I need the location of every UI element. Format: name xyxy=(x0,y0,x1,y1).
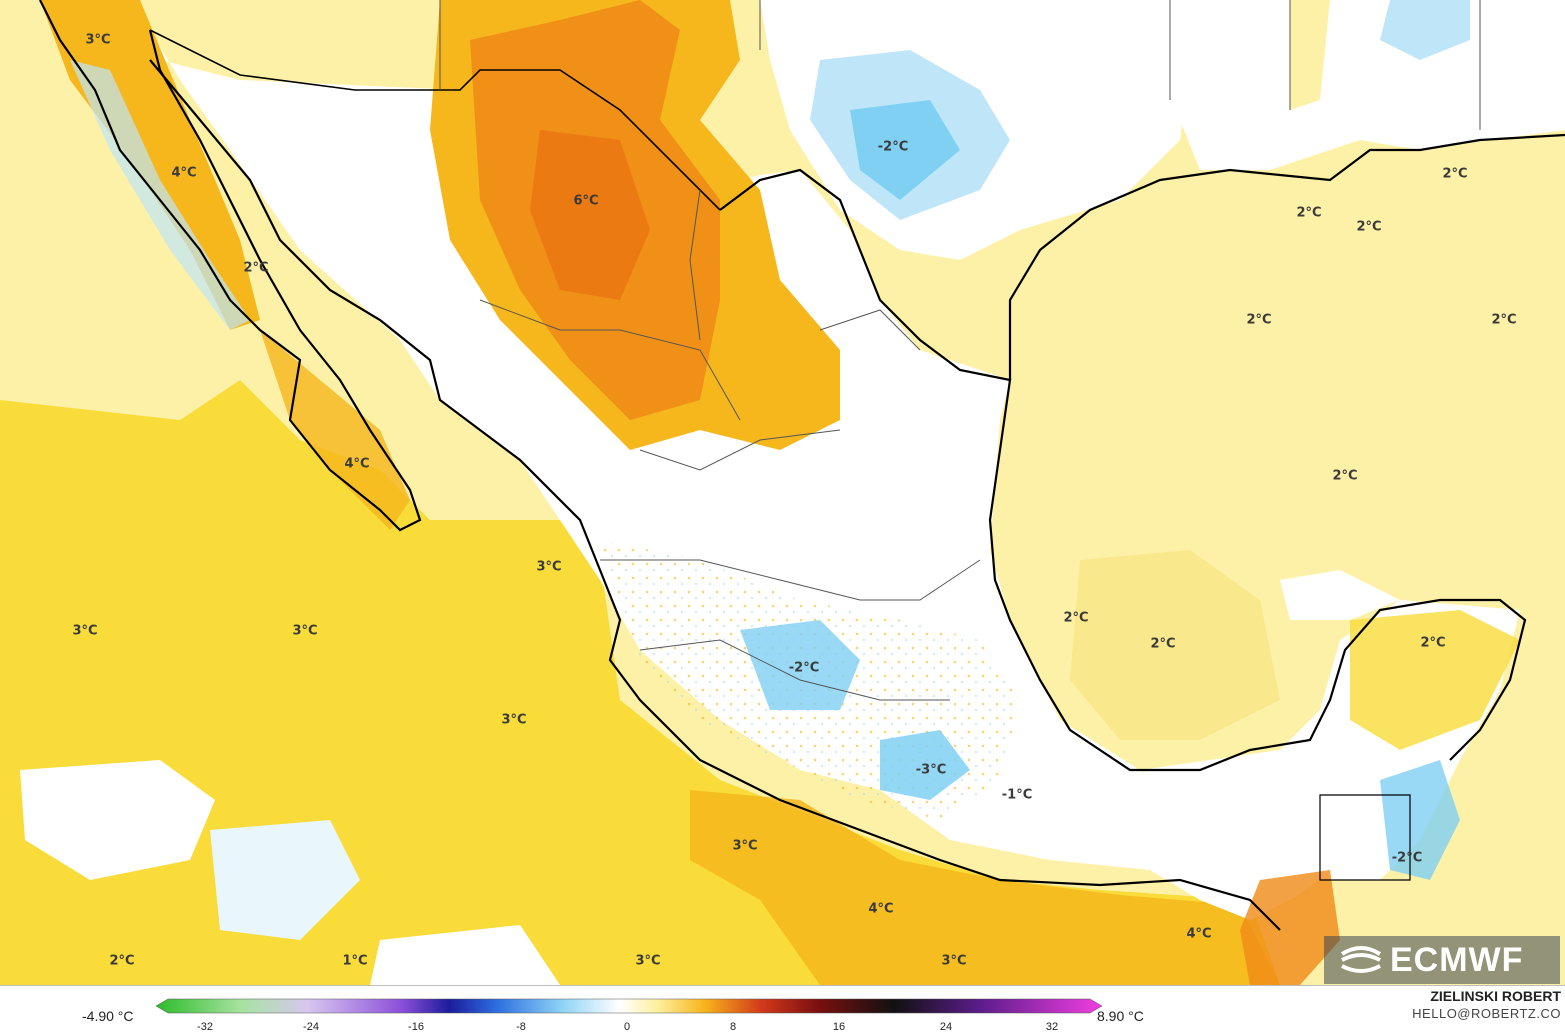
temp-label: 2°C xyxy=(1332,468,1358,484)
legend-tick: 0 xyxy=(623,1021,631,1033)
gulf-coastline xyxy=(719,168,1527,772)
temp-label: -2°C xyxy=(788,660,820,676)
temp-label: -3°C xyxy=(915,762,947,778)
temp-label: -2°C xyxy=(877,139,909,155)
legend-footer: -4.90 °C -32 -24 -16 - xyxy=(0,985,1565,1036)
white-patch xyxy=(20,760,215,880)
temp-label: 2°C xyxy=(243,260,269,276)
gulf-white-patch xyxy=(1280,570,1400,620)
legend-tick: 8 xyxy=(729,1021,737,1033)
temp-label: 1°C xyxy=(342,953,368,969)
cool-patch xyxy=(210,820,360,940)
us-mexico-border xyxy=(149,29,721,211)
white-patch xyxy=(370,925,560,985)
mainland-west-coastline xyxy=(149,59,1281,931)
us-gulf-coastline xyxy=(1008,133,1565,380)
yucatan-warm xyxy=(1350,610,1520,750)
temp-label: 2°C xyxy=(1246,312,1272,328)
temp-label: 2°C xyxy=(1063,610,1089,626)
north-hot-core xyxy=(530,130,650,300)
ecmwf-logo: ECMWF xyxy=(1324,936,1560,984)
legend-tick: 16 xyxy=(832,1021,846,1033)
temp-label: 2°C xyxy=(1420,635,1446,651)
us-south-white xyxy=(1170,0,1565,170)
temp-label: 3°C xyxy=(85,32,111,48)
south-amber xyxy=(690,790,1280,985)
state-borders xyxy=(439,0,1481,701)
legend-tick: 24 xyxy=(939,1021,953,1033)
legend-min-value: -4.90 °C xyxy=(82,1008,134,1024)
author-name: ZIELINSKI ROBERT xyxy=(1430,988,1561,1004)
baja-coastline xyxy=(39,0,422,532)
temp-label: 2°C xyxy=(1150,636,1176,652)
author-email: HELLO@ROBERTZ.CO xyxy=(1412,1006,1561,1021)
temp-label: -1°C xyxy=(1001,787,1033,803)
temp-label: 2°C xyxy=(109,953,135,969)
temp-label: -2°C xyxy=(1391,850,1423,866)
texas-cold-core xyxy=(850,100,960,200)
temp-label: 4°C xyxy=(344,456,370,472)
map-canvas xyxy=(0,0,1565,985)
temp-label: 2°C xyxy=(1442,166,1468,182)
temp-label: 2°C xyxy=(1296,205,1322,221)
legend-tick: -32 xyxy=(197,1021,213,1033)
central-cold-core xyxy=(880,730,970,800)
temp-label: 3°C xyxy=(635,953,661,969)
temp-label: 2°C xyxy=(1491,312,1517,328)
legend-tick: -8 xyxy=(516,1021,526,1033)
temp-label: 3°C xyxy=(72,623,98,639)
color-scale-bar xyxy=(156,998,1102,1014)
logo-text: ECMWF xyxy=(1390,940,1524,979)
central-america-warm xyxy=(1240,870,1340,985)
legend-tick: -24 xyxy=(303,1021,319,1033)
baja-cool-strip xyxy=(70,60,250,330)
temp-label: 3°C xyxy=(292,623,318,639)
us-warm-strip xyxy=(1290,0,1330,110)
temp-label: 6°C xyxy=(573,193,599,209)
temp-label: 3°C xyxy=(536,559,562,575)
gulf-warm-patch xyxy=(1070,550,1280,740)
us-cool-patch xyxy=(1380,0,1470,60)
legend-tick: -16 xyxy=(408,1021,424,1033)
temp-label: 4°C xyxy=(868,901,894,917)
ecmwf-swirl-icon xyxy=(1340,946,1382,973)
temp-label: 3°C xyxy=(941,953,967,969)
temp-label: 3°C xyxy=(501,712,527,728)
legend-tick: 32 xyxy=(1045,1021,1059,1033)
legend-max-value: 8.90 °C xyxy=(1097,1008,1144,1024)
guatemala-border xyxy=(1319,794,1411,881)
temp-label: 3°C xyxy=(732,838,758,854)
temp-label: 2°C xyxy=(1356,219,1382,235)
temp-label: 4°C xyxy=(1186,926,1212,942)
belize-cool xyxy=(1380,760,1460,880)
temperature-anomaly-map: 3°C 4°C 2°C 6°C -2°C 2°C 2°C 2°C 2°C 2°C… xyxy=(0,0,1565,985)
temp-label: 4°C xyxy=(171,165,197,181)
